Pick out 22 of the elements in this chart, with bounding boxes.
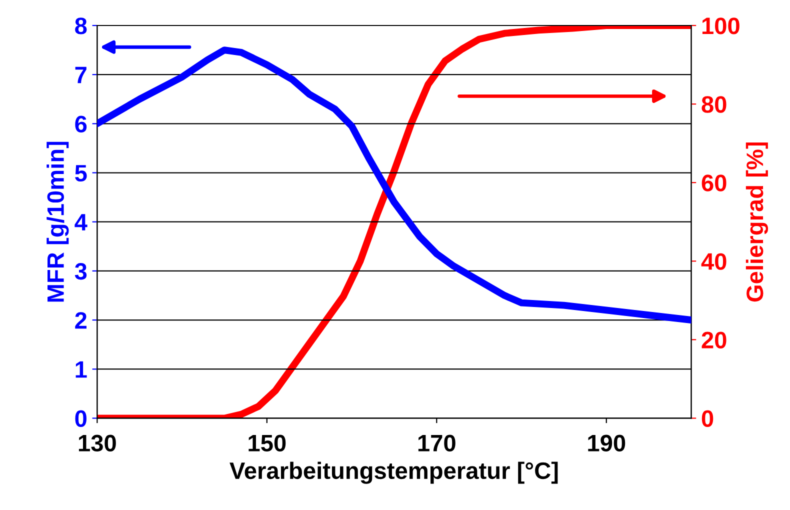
y2-tick-label: 80 bbox=[702, 96, 726, 113]
y2-tick-label: 60 bbox=[702, 174, 726, 192]
y-tick-label: 5 bbox=[75, 165, 87, 182]
y-tick-label: 2 bbox=[75, 312, 87, 329]
x-tick-label: 130 bbox=[78, 434, 116, 452]
x-tick-label: 150 bbox=[248, 434, 286, 452]
y-tick-label: 7 bbox=[75, 66, 86, 84]
y-tick-label: 4 bbox=[74, 214, 88, 230]
y2-axis-title: Geliergrad [%] bbox=[746, 142, 768, 302]
y2-tick-label: 40 bbox=[701, 253, 726, 270]
x-axis-title: Verarbeitungstemperatur [°C] bbox=[230, 462, 558, 484]
y2-tick-label: 100 bbox=[702, 18, 740, 34]
y-axis-title: MFR [g/10min] bbox=[46, 142, 69, 302]
x-tick-label: 190 bbox=[588, 434, 626, 452]
y2-tick-label: 20 bbox=[702, 332, 726, 348]
y-tick-label: 8 bbox=[75, 18, 87, 34]
y-tick-label: 3 bbox=[74, 263, 87, 280]
y-tick-label: 1 bbox=[76, 361, 87, 378]
y-tick-label: 6 bbox=[75, 116, 87, 132]
y2-tick-label: 0 bbox=[702, 410, 714, 427]
x-tick-label: 170 bbox=[418, 434, 456, 452]
y-tick-label: 0 bbox=[75, 410, 86, 427]
